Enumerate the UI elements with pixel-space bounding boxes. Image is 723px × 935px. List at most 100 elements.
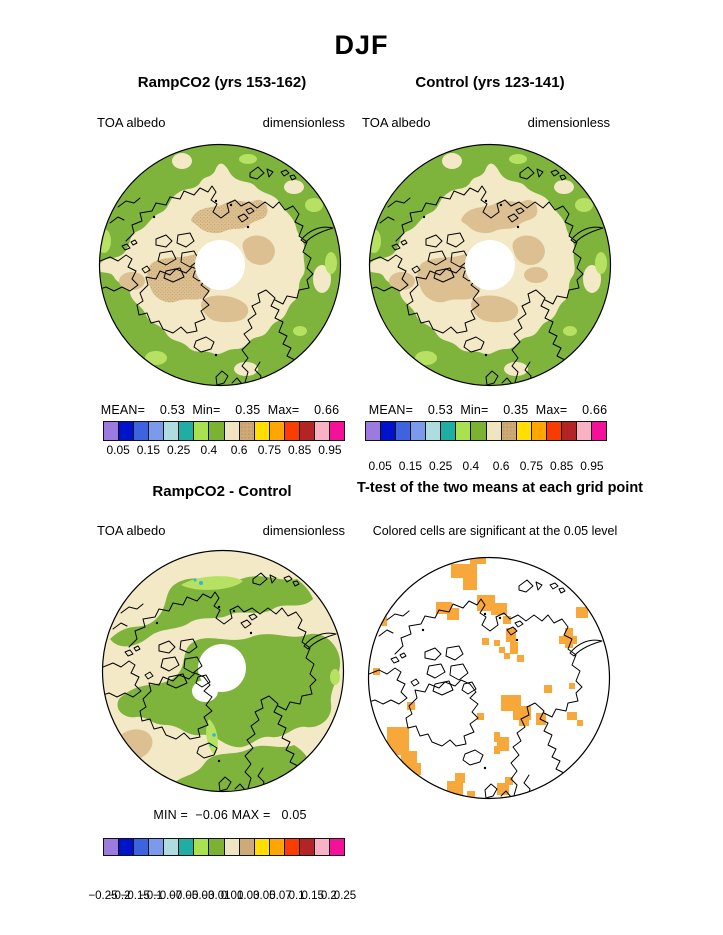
colorbar-cell — [104, 839, 120, 855]
polar-data-hole — [465, 240, 515, 290]
panel-title-rampco2: RampCO2 (yrs 153-162) — [137, 74, 307, 91]
var-row-rampco2: TOA albedo dimensionless — [97, 115, 345, 130]
colorbar-tick-label: 0.25 — [428, 459, 453, 473]
map-rampco2-albedo — [98, 143, 342, 387]
colorbar-cell — [516, 422, 532, 440]
map-boundary-circle — [101, 549, 345, 793]
colorbar-cell — [254, 422, 270, 440]
units-label: dimensionless — [262, 115, 345, 130]
colorbar-cell — [119, 839, 135, 855]
colorbar-cell — [239, 839, 255, 855]
colorbar-diff — [103, 838, 345, 856]
colorbar-cell — [411, 422, 427, 440]
colorbar-cell — [179, 839, 195, 855]
colorbar-tick-label: 0.01 — [220, 890, 244, 902]
colorbar-tick-label: 0.15 — [301, 890, 324, 902]
panel-title-diff: RampCO2 - Control — [152, 483, 292, 500]
colorbar-cell — [561, 422, 577, 440]
map-boundary-circle — [367, 556, 611, 800]
colorbar-tick-label: 0.85 — [287, 443, 312, 457]
var-row-control: TOA albedo dimensionless — [362, 115, 610, 130]
colorbar-cell — [134, 422, 150, 440]
colorbar-cell — [441, 422, 457, 440]
colorbar-tick-label: 0.25 — [333, 890, 357, 902]
colorbar-tick-label: −0.01 — [201, 890, 231, 902]
map-boundary-circle — [368, 143, 612, 387]
colorbar-cell — [329, 839, 344, 855]
colorbar-cell — [299, 839, 315, 855]
colorbar-cell — [224, 422, 240, 440]
variable-label: TOA albedo — [362, 115, 431, 130]
colorbar-tick-label: 0.4 — [200, 443, 218, 457]
colorbar-tick-label: −0.25 — [88, 890, 118, 902]
colorbar-cell — [471, 422, 487, 440]
units-label: dimensionless — [262, 523, 345, 538]
colorbar-tick-label: 0.4 — [462, 459, 480, 473]
colorbar-cell — [501, 422, 517, 440]
colorbar-cell — [209, 839, 225, 855]
map-control-albedo — [368, 143, 612, 387]
colorbar-cell — [396, 422, 412, 440]
colorbar-cell — [179, 422, 195, 440]
colorbar-tick-label: 0.05 — [253, 890, 276, 902]
colorbar-cell — [576, 422, 592, 440]
stats-rampco2: MEAN= 0.53 Min= 0.35 Max= 0.66 — [100, 403, 340, 417]
colorbar-cell — [284, 839, 300, 855]
colorbar-cell — [194, 839, 210, 855]
stats-control: MEAN= 0.53 Min= 0.35 Max= 0.66 — [368, 403, 608, 417]
colorbar-cell — [164, 839, 180, 855]
colorbar-cell — [269, 422, 285, 440]
colorbar-tick-label: 0.6 — [492, 459, 510, 473]
colorbar-tick-label: 0.6 — [230, 443, 248, 457]
colorbar-ticks-rampco2: 0.05 0.15 0.25 0.4 0.6 0.75 0.85 0.95 — [103, 443, 345, 459]
colorbar-cell — [314, 839, 330, 855]
colorbar-tick-label: −0.03 — [185, 890, 215, 902]
map-ttest — [367, 556, 611, 800]
colorbar-tick-label: 0.07 — [269, 890, 292, 902]
colorbar-control — [365, 421, 607, 441]
colorbar-tick-label: 0.05 — [106, 443, 130, 457]
colorbar-cell — [284, 422, 300, 440]
var-row-diff: TOA albedo dimensionless — [97, 523, 345, 538]
variable-label: TOA albedo — [97, 523, 166, 538]
colorbar-cell — [149, 839, 165, 855]
stats-diff: MIN = −0.06 MAX = 0.05 — [153, 808, 307, 822]
colorbar-cell — [149, 422, 165, 440]
colorbar-tick-label: −0.07 — [152, 890, 183, 902]
colorbar-tick-label: 0.03 — [236, 890, 260, 902]
colorbar-cell — [456, 422, 472, 440]
colorbar-ticks-control: 0.05 0.15 0.25 0.4 0.6 0.75 0.85 0.95 — [365, 459, 607, 475]
polar-data-hole — [192, 644, 246, 702]
colorbar-tick-label: 0.15 — [136, 443, 161, 457]
colorbar-tick-label: −0.05 — [169, 890, 199, 902]
colorbar-cell — [224, 839, 240, 855]
colorbar-cell — [134, 839, 150, 855]
colorbar-tick-label: 0.05 — [368, 459, 392, 473]
units-label: dimensionless — [527, 115, 610, 130]
colorbar-cell — [194, 422, 210, 440]
panel-title-ttest: T-test of the two means at each grid poi… — [357, 480, 643, 496]
colorbar-cell — [531, 422, 547, 440]
colorbar-cell — [314, 422, 330, 440]
colorbar-tick-label: 0.85 — [549, 459, 574, 473]
colorbar-tick-label: 0.75 — [519, 459, 544, 473]
colorbar-cell — [239, 422, 255, 440]
variable-label: TOA albedo — [97, 115, 166, 130]
colorbar-cell — [426, 422, 442, 440]
figure-title: DJF — [334, 30, 389, 60]
colorbar-cell — [546, 422, 562, 440]
colorbar-cell — [381, 422, 397, 440]
colorbar-tick-label: 0.15 — [398, 459, 423, 473]
map-difference — [101, 549, 345, 793]
polar-data-hole — [195, 240, 245, 290]
colorbar-cell — [591, 422, 606, 440]
colorbar-tick-label: 0.1 — [288, 890, 305, 902]
panel-title-control: Control (yrs 123-141) — [415, 74, 565, 91]
colorbar-cell — [486, 422, 502, 440]
colorbar-cell — [164, 422, 180, 440]
colorbar-tick-label: 0.75 — [257, 443, 282, 457]
colorbar-tick-label: −0.15 — [120, 890, 150, 902]
colorbar-rampco2 — [103, 421, 345, 441]
colorbar-tick-label: 0.95 — [580, 459, 604, 473]
